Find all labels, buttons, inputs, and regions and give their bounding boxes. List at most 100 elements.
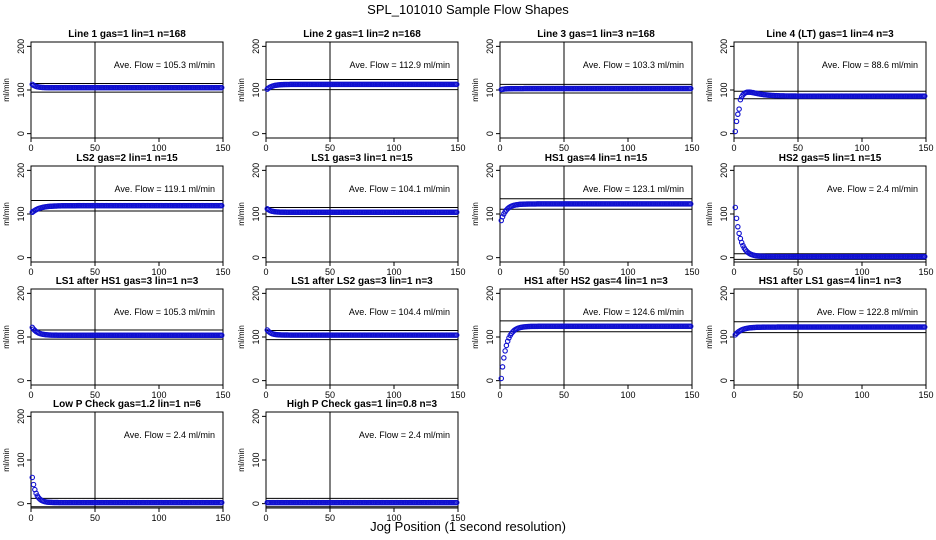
y-tick-label: 200 xyxy=(251,409,261,424)
y-tick-label: 200 xyxy=(16,286,26,301)
data-point xyxy=(735,111,741,118)
ave-flow-annotation: Ave. Flow = 105.3 ml/min xyxy=(114,60,215,70)
y-axis-label: ml/min xyxy=(237,448,246,472)
data-point xyxy=(498,375,505,382)
y-axis-label: ml/min xyxy=(237,202,246,226)
x-tick-label: 0 xyxy=(28,267,33,277)
x-tick-label: 0 xyxy=(263,143,268,153)
panel-3: Line 3 gas=1 lin=3 n=168 ml/min 0 100 200 0 50… xyxy=(471,29,700,153)
y-tick-label: 200 xyxy=(251,39,261,54)
data-point xyxy=(733,118,740,125)
data-point xyxy=(921,93,928,99)
data-point xyxy=(732,204,739,211)
x-tick-label: 50 xyxy=(793,390,803,400)
y-tick-label: 0 xyxy=(16,378,26,383)
y-tick-label: 0 xyxy=(251,378,261,383)
panel-4: Line 4 (LT) gas=1 lin=4 n=3 ml/min 0 100 200… xyxy=(705,29,934,153)
x-tick-label: 100 xyxy=(386,143,401,153)
x-tick-label: 150 xyxy=(450,143,465,153)
y-tick-label: 200 xyxy=(485,39,495,54)
data-point xyxy=(737,96,744,103)
y-tick-label: 100 xyxy=(485,82,495,97)
x-tick-label: 0 xyxy=(497,390,502,400)
panel-10: LS1 after LS2 gas=3 lin=1 n=3 ml/min 0 100 2… xyxy=(237,276,466,400)
data-point xyxy=(218,332,225,339)
panel-title: HS1 gas=4 lin=1 n=15 xyxy=(545,153,648,164)
x-tick-label: 150 xyxy=(684,267,699,277)
x-tick-label: 0 xyxy=(263,267,268,277)
y-tick-label: 100 xyxy=(16,329,26,344)
y-tick-label: 100 xyxy=(719,82,729,97)
x-tick-label: 150 xyxy=(215,143,230,153)
y-tick-label: 200 xyxy=(16,409,26,424)
x-tick-label: 50 xyxy=(90,390,100,400)
y-axis-label: ml/min xyxy=(237,325,246,349)
panel-6: LS1 gas=3 lin=1 n=15 ml/min 0 100 200 0 50 100 1… xyxy=(237,153,466,277)
panel-14: High P Check gas=1 lin=0.8 n=3 ml/min 0 100… xyxy=(237,399,466,523)
panel-12: HS1 after LS1 gas=4 lin=1 n=3 ml/min 0 100 2… xyxy=(705,276,934,400)
x-tick-label: 50 xyxy=(90,513,100,523)
data-point xyxy=(501,355,507,361)
panel-title: Line 3 gas=1 lin=3 n=168 xyxy=(537,29,655,40)
data-point xyxy=(499,364,506,370)
x-tick-label: 0 xyxy=(28,513,33,523)
y-tick-label: 100 xyxy=(16,206,26,221)
x-tick-label: 50 xyxy=(325,143,335,153)
y-axis-label: ml/min xyxy=(2,202,11,226)
data-point xyxy=(921,324,928,330)
y-axis-label: ml/min xyxy=(705,78,714,102)
x-tick-label: 0 xyxy=(28,390,33,400)
ave-flow-annotation: Ave. Flow = 103.3 ml/min xyxy=(583,60,684,70)
y-axis-label: ml/min xyxy=(471,78,480,102)
x-tick-label: 50 xyxy=(90,143,100,153)
data-point xyxy=(218,202,225,209)
y-tick-label: 200 xyxy=(251,286,261,301)
panel-9: LS1 after HS1 gas=3 lin=1 n=3 ml/min 0 100 2… xyxy=(2,276,231,400)
x-tick-label: 0 xyxy=(263,390,268,400)
y-tick-label: 100 xyxy=(251,452,261,467)
data-point xyxy=(736,106,742,112)
x-tick-label: 100 xyxy=(151,513,166,523)
panel-title: Line 1 gas=1 lin=1 n=168 xyxy=(68,29,186,40)
x-tick-label: 150 xyxy=(918,390,933,400)
y-tick-label: 0 xyxy=(485,255,495,260)
x-tick-label: 100 xyxy=(854,143,869,153)
data-point xyxy=(687,201,694,207)
y-axis-label: ml/min xyxy=(2,78,11,102)
y-axis-label: ml/min xyxy=(2,448,11,472)
ave-flow-annotation: Ave. Flow = 2.4 ml/min xyxy=(359,430,450,440)
ave-flow-annotation: Ave. Flow = 2.4 ml/min xyxy=(124,430,215,440)
y-tick-label: 100 xyxy=(719,206,729,221)
y-axis-label: ml/min xyxy=(2,325,11,349)
data-point xyxy=(29,474,36,481)
y-tick-label: 200 xyxy=(719,39,729,54)
ave-flow-annotation: Ave. Flow = 122.8 ml/min xyxy=(817,307,918,317)
x-tick-label: 0 xyxy=(28,143,33,153)
panel-13: Low P Check gas=1.2 lin=1 n=6 ml/min 0 100 2… xyxy=(2,399,231,523)
panel-frame xyxy=(733,165,927,263)
x-tick-label: 150 xyxy=(450,513,465,523)
x-tick-label: 100 xyxy=(386,513,401,523)
panel-7: HS1 gas=4 lin=1 n=15 ml/min 0 100 200 0 50 100 1… xyxy=(471,153,700,277)
data-point xyxy=(732,128,739,135)
x-tick-label: 50 xyxy=(90,267,100,277)
x-tick-label: 50 xyxy=(559,390,569,400)
data-point xyxy=(453,332,460,338)
panel-title: HS1 after HS2 gas=4 lin=1 n=3 xyxy=(524,276,668,287)
panel-title: Line 2 gas=1 lin=2 n=168 xyxy=(303,29,421,40)
x-tick-label: 50 xyxy=(559,267,569,277)
panel-frame xyxy=(733,288,927,386)
panel-frame xyxy=(499,288,693,386)
y-tick-label: 200 xyxy=(485,286,495,301)
x-tick-label: 150 xyxy=(450,267,465,277)
panel-title: LS1 gas=3 lin=1 n=15 xyxy=(311,153,413,164)
data-point xyxy=(453,209,460,215)
data-point xyxy=(687,85,694,92)
y-axis-label: ml/min xyxy=(705,325,714,349)
x-tick-label: 100 xyxy=(854,267,869,277)
y-tick-label: 0 xyxy=(485,378,495,383)
data-point xyxy=(30,481,37,488)
y-tick-label: 0 xyxy=(251,501,261,506)
panel-frame xyxy=(30,165,224,263)
